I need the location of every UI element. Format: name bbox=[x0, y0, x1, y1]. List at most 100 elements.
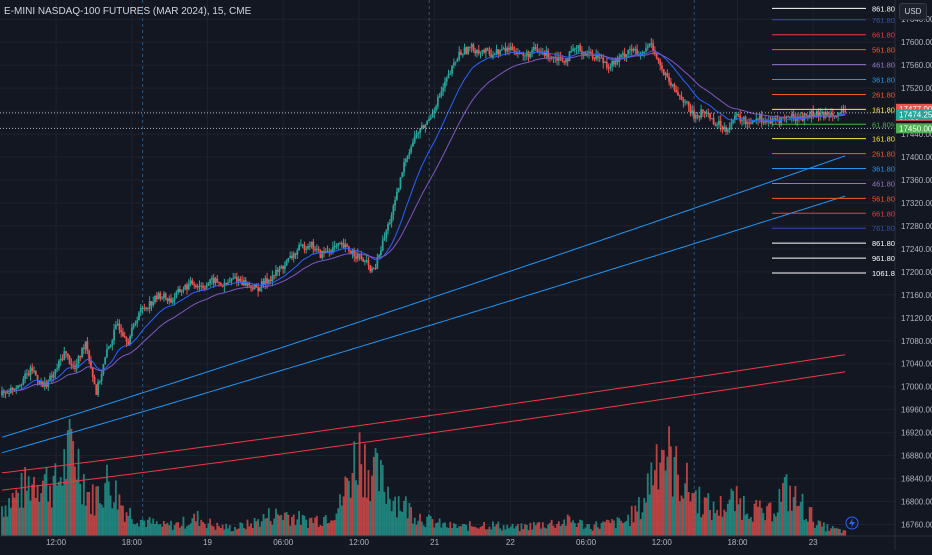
candle-body bbox=[155, 295, 158, 300]
volume-bar bbox=[408, 502, 411, 536]
volume-bar bbox=[18, 507, 21, 536]
candle-body bbox=[726, 129, 729, 132]
candle-body bbox=[321, 250, 324, 258]
candle-body bbox=[143, 307, 146, 309]
candle-body bbox=[301, 244, 304, 246]
candle-body bbox=[741, 120, 743, 122]
candle-body bbox=[378, 254, 381, 258]
candle-body bbox=[225, 282, 228, 285]
candle-body bbox=[65, 351, 67, 354]
candle-body bbox=[445, 78, 448, 82]
candle-body bbox=[154, 295, 156, 302]
candle-body bbox=[182, 289, 185, 291]
volume-bar bbox=[162, 520, 165, 536]
candle-body bbox=[643, 51, 646, 53]
volume-bar bbox=[810, 507, 813, 536]
volume-bar bbox=[266, 517, 268, 536]
x-tick-label: 18:00 bbox=[122, 538, 143, 547]
volume-bar bbox=[38, 501, 41, 536]
candle-body bbox=[248, 283, 251, 286]
volume-bar bbox=[527, 530, 530, 536]
volume-bar bbox=[164, 524, 167, 536]
candle-body bbox=[132, 324, 135, 328]
symbol-title[interactable]: E-MINI NASDAQ-100 FUTURES (MAR 2024), 15… bbox=[4, 6, 252, 17]
volume-bar bbox=[693, 493, 695, 536]
volume-bar bbox=[541, 522, 544, 536]
candle-body bbox=[134, 323, 137, 325]
candle-body bbox=[40, 381, 43, 384]
candle-body bbox=[97, 381, 99, 395]
volume-bar bbox=[211, 525, 213, 536]
volume-bar bbox=[100, 504, 103, 536]
candle-body bbox=[235, 276, 238, 282]
x-tick-label: 12:00 bbox=[349, 538, 370, 547]
volume-bar bbox=[767, 503, 770, 536]
candle-body bbox=[710, 118, 713, 120]
volume-bar bbox=[337, 508, 340, 536]
y-tick-label: 17600.00 bbox=[901, 38, 932, 47]
volume-bar bbox=[170, 520, 172, 536]
volume-bar bbox=[440, 527, 443, 536]
volume-bar bbox=[468, 521, 471, 536]
volume-bar bbox=[184, 528, 187, 536]
fib-level-label: 861.80% bbox=[872, 4, 902, 13]
candle-body bbox=[203, 287, 206, 289]
volume-bar bbox=[143, 520, 146, 536]
candle-body bbox=[266, 278, 268, 284]
volume-bar bbox=[557, 521, 560, 536]
volume-bar bbox=[66, 430, 69, 536]
volume-bar bbox=[70, 428, 73, 536]
volume-bar bbox=[709, 509, 711, 536]
candle-body bbox=[586, 53, 589, 56]
candle-body bbox=[509, 46, 512, 51]
candle-body bbox=[202, 285, 204, 288]
candle-body bbox=[753, 120, 756, 122]
volume-bar bbox=[346, 478, 349, 536]
candle-body bbox=[677, 92, 679, 96]
volume-bar bbox=[54, 463, 57, 536]
volume-bar bbox=[9, 507, 12, 536]
candle-body bbox=[490, 53, 493, 58]
volume-bar bbox=[598, 528, 601, 536]
volume-bar bbox=[680, 495, 683, 536]
volume-bar bbox=[499, 528, 502, 536]
candle-body bbox=[655, 53, 658, 59]
volume-bar bbox=[678, 501, 681, 536]
candle-body bbox=[739, 115, 742, 122]
currency-button[interactable]: USD bbox=[899, 3, 927, 20]
candle-body bbox=[221, 285, 224, 287]
volume-bar bbox=[298, 511, 300, 536]
volume-bar bbox=[97, 486, 99, 536]
volume-bar bbox=[778, 488, 781, 536]
y-tick-label: 17160.00 bbox=[901, 291, 932, 300]
volume-bar bbox=[319, 524, 322, 536]
volume-bar bbox=[533, 522, 535, 536]
candle-body bbox=[415, 133, 418, 137]
candle-body bbox=[447, 74, 450, 79]
volume-bar bbox=[146, 519, 149, 536]
candle-body bbox=[31, 367, 34, 371]
candle-body bbox=[396, 191, 398, 200]
fib-level-label: 461.80% bbox=[872, 179, 902, 188]
candle-body bbox=[709, 113, 711, 119]
volume-bar bbox=[750, 517, 752, 536]
volume-bar bbox=[639, 519, 642, 536]
candle-body bbox=[70, 363, 73, 366]
volume-bar bbox=[358, 432, 361, 536]
volume-bar bbox=[26, 490, 28, 536]
candle-body bbox=[339, 243, 341, 245]
volume-bar bbox=[49, 485, 51, 536]
candle-body bbox=[390, 215, 393, 223]
candle-body bbox=[91, 368, 94, 377]
moving-average-line bbox=[1, 195, 846, 454]
volume-bar bbox=[235, 529, 238, 536]
candle-body bbox=[424, 124, 427, 128]
candle-body bbox=[533, 46, 535, 51]
candle-body bbox=[545, 50, 548, 56]
volume-bar bbox=[472, 526, 475, 536]
candle-body bbox=[123, 336, 126, 338]
candle-body bbox=[323, 250, 325, 253]
candle-body bbox=[22, 378, 25, 385]
